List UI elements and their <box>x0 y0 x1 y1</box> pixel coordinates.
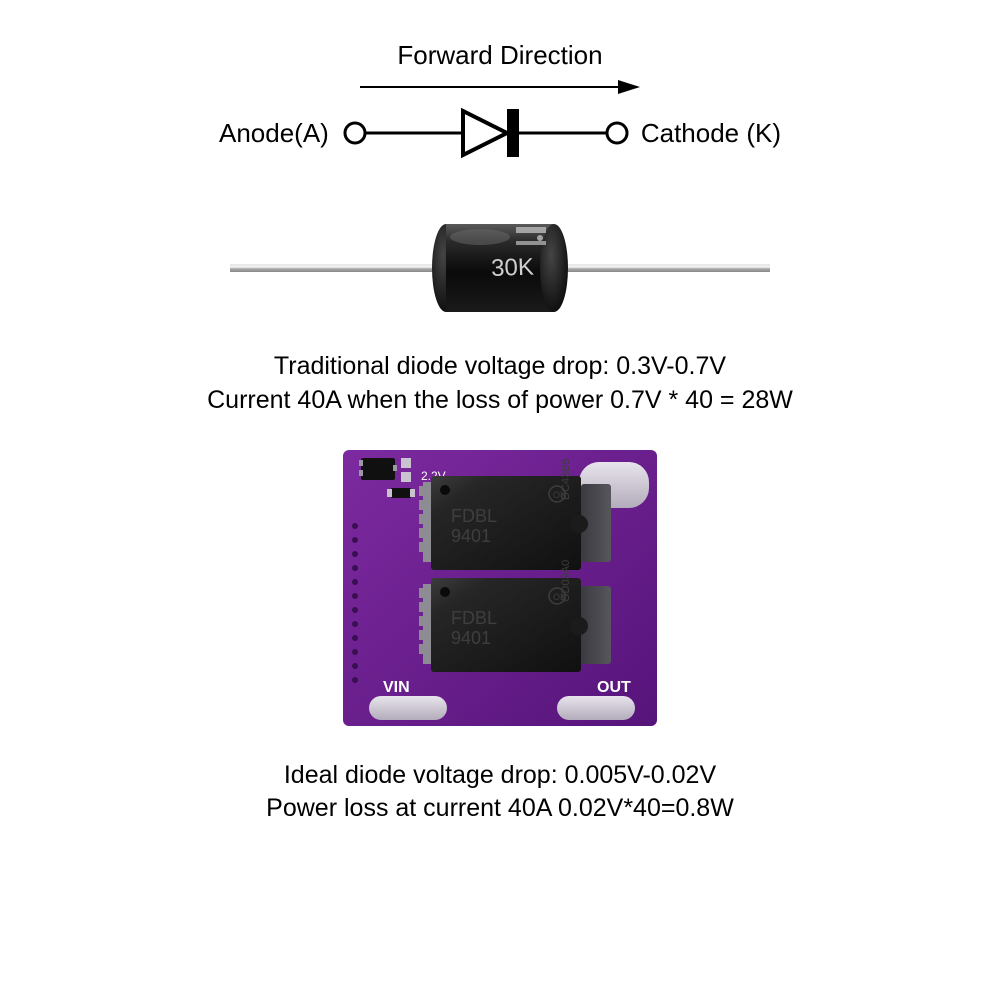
traditional-line-2: Current 40A when the loss of power 0.7V … <box>207 384 793 418</box>
diode-marking-text: 30K <box>491 254 535 282</box>
chip2-mark2: 9401 <box>451 628 491 648</box>
anode-label: Anode(A) <box>213 118 335 149</box>
diode-schematic-icon <box>335 103 635 163</box>
traditional-diode-image: 30K <box>220 213 780 328</box>
forward-arrow <box>213 77 787 97</box>
svg-text:ON: ON <box>553 592 567 602</box>
traditional-diode-caption: Traditional diode voltage drop: 0.3V-0.7… <box>207 350 793 418</box>
diode-symbol-section: Forward Direction Anode(A) Cathode (K) <box>213 40 787 163</box>
ideal-diode-pcb-image: 2.2V VIN OUT FDBL <box>335 444 665 737</box>
forward-direction-label: Forward Direction <box>213 40 787 71</box>
cathode-label: Cathode (K) <box>635 118 787 149</box>
ideal-line-1: Ideal diode voltage drop: 0.005V-0.02V <box>266 759 734 793</box>
diode-symbol-row: Anode(A) Cathode (K) <box>213 103 787 163</box>
chip1-mark1: FDBL <box>451 506 497 526</box>
vin-label: VIN <box>383 679 410 696</box>
svg-text:ON: ON <box>553 490 567 500</box>
chip1-mark2: 9401 <box>451 526 491 546</box>
chip2-mark1: FDBL <box>451 608 497 628</box>
out-label: OUT <box>597 679 631 696</box>
traditional-line-1: Traditional diode voltage drop: 0.3V-0.7… <box>207 350 793 384</box>
ideal-diode-caption: Ideal diode voltage drop: 0.005V-0.02V P… <box>266 759 734 827</box>
ideal-line-2: Power loss at current 40A 0.02V*40=0.8W <box>266 792 734 826</box>
